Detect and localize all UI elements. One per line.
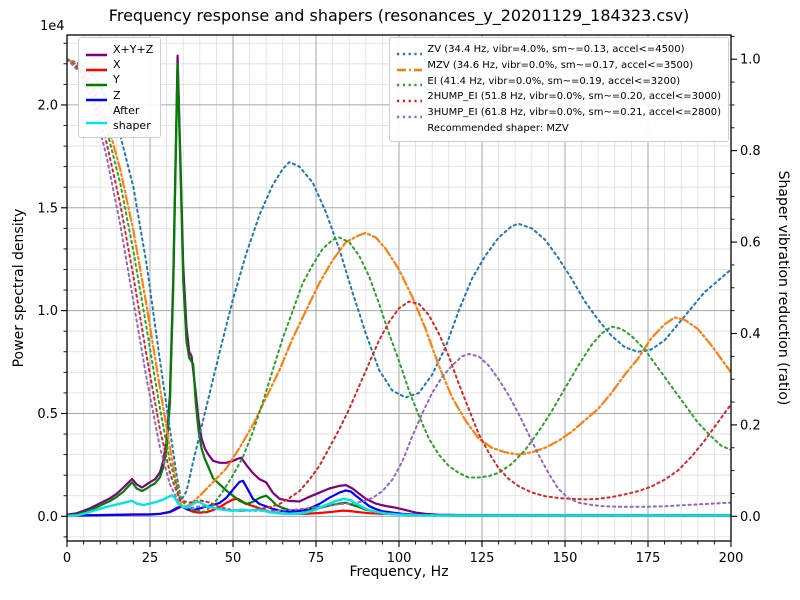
legend-label: X bbox=[113, 58, 121, 72]
legend-item-y: Y bbox=[86, 72, 153, 87]
y-axis-offset-label: 1e4 bbox=[40, 19, 65, 34]
series-2HUMP_EI bbox=[67, 58, 731, 512]
x-tick-label: 25 bbox=[142, 551, 159, 566]
left-y-axis-label: Power spectral density bbox=[11, 208, 27, 368]
left-y-tick-label: 1.5 bbox=[37, 201, 58, 216]
series-Y bbox=[67, 62, 731, 517]
psd-legend: X+Y+Z X Y Z After shaper bbox=[78, 37, 162, 139]
shaper-legend: ZV (34.4 Hz, vibr=4.0%, sm~=0.13, accel<… bbox=[389, 37, 729, 142]
xyz-line-swatch bbox=[86, 47, 107, 56]
z-line-swatch bbox=[86, 92, 107, 102]
x-tick-label: 50 bbox=[225, 551, 242, 566]
y-line-swatch bbox=[86, 77, 107, 87]
left-y-tick-label: 2.0 bbox=[37, 98, 58, 113]
legend-item-2hump-ei: 2HUMP_EI (51.8 Hz, vibr=0.0%, sm~=0.20, … bbox=[397, 89, 721, 105]
legend-label: X+Y+Z bbox=[113, 43, 154, 56]
legend-item-zv: ZV (34.4 Hz, vibr=4.0%, sm~=0.13, accel<… bbox=[397, 42, 721, 58]
x-tick-label: 100 bbox=[387, 551, 412, 566]
x-line-swatch bbox=[86, 62, 107, 71]
x-tick-label: 150 bbox=[553, 551, 578, 566]
legend-item-mzv: MZV (34.6 Hz, vibr=0.0%, sm~=0.17, accel… bbox=[397, 58, 721, 74]
series-3HUMP_EI bbox=[67, 58, 731, 512]
right-y-tick-label: 0.2 bbox=[740, 418, 761, 433]
left-y-tick-label: 1.0 bbox=[37, 304, 58, 319]
legend-item-x: X bbox=[86, 57, 153, 72]
curves bbox=[67, 54, 731, 518]
x-axis-label: Frequency, Hz bbox=[349, 564, 449, 580]
legend-label: MZV (34.6 Hz, vibr=0.0%, sm~=0.17, accel… bbox=[427, 59, 694, 71]
legend-item-xyz: X+Y+Z bbox=[86, 42, 153, 57]
right-y-tick-label: 0.6 bbox=[740, 236, 761, 251]
mzv-line-swatch bbox=[397, 63, 423, 71]
series-ZV bbox=[67, 58, 731, 502]
legend-label: Y bbox=[113, 73, 120, 87]
legend-label: EI (41.4 Hz, vibr=0.0%, sm~=0.19, accel<… bbox=[427, 75, 681, 87]
3hump-ei-line-swatch bbox=[397, 110, 423, 119]
x-tick-label: 0 bbox=[63, 551, 71, 566]
legend-label: 2HUMP_EI (51.8 Hz, vibr=0.0%, sm~=0.20, … bbox=[427, 91, 721, 103]
right-y-tick-label: 0.0 bbox=[740, 510, 761, 525]
x-tick-label: 200 bbox=[719, 551, 744, 566]
recommended-shaper-text: Recommended shaper: MZV bbox=[427, 122, 569, 134]
ei-line-swatch bbox=[397, 78, 423, 87]
legend-item-after-shaper: After shaper bbox=[86, 103, 153, 133]
x-tick-label: 175 bbox=[636, 551, 661, 566]
2hump-ei-line-swatch bbox=[397, 94, 423, 103]
left-y-tick-label: 0.0 bbox=[37, 510, 58, 525]
series-EI bbox=[67, 58, 731, 513]
tick-labels: 0 25 50 75 100 125 150 175 200 0.0 0.5 1.0 1.5 2.0 0.0… bbox=[37, 53, 760, 566]
series-Z bbox=[67, 479, 731, 517]
series-After-shaper bbox=[67, 494, 731, 518]
legend-label: 3HUMP_EI (61.8 Hz, vibr=0.0%, sm~=0.21, … bbox=[427, 107, 721, 119]
legend-label: Z bbox=[113, 88, 121, 102]
axis-ticks bbox=[61, 35, 737, 547]
legend-label: ZV (34.4 Hz, vibr=4.0%, sm~=0.13, accel<… bbox=[427, 44, 685, 55]
left-y-tick-label: 0.5 bbox=[37, 407, 58, 422]
legend-label: After shaper bbox=[113, 103, 151, 133]
zv-line-swatch bbox=[397, 47, 423, 56]
x-tick-label: 75 bbox=[308, 551, 325, 566]
series-X+Y+Z bbox=[67, 54, 731, 517]
x-tick-label: 125 bbox=[470, 551, 495, 566]
series-MZV bbox=[67, 58, 731, 509]
legend-item-3hump-ei: 3HUMP_EI (61.8 Hz, vibr=0.0%, sm~=0.21, … bbox=[397, 105, 721, 121]
chart-title: Frequency response and shapers (resonanc… bbox=[108, 6, 690, 25]
right-y-tick-label: 1.0 bbox=[740, 53, 761, 68]
right-y-tick-label: 0.8 bbox=[740, 144, 761, 159]
legend-item-recommendation: Recommended shaper: MZV bbox=[397, 121, 721, 137]
after-shaper-line-swatch bbox=[86, 115, 107, 125]
legend-item-z: Z bbox=[86, 88, 153, 103]
right-y-axis-label: Shaper vibration reduction (ratio) bbox=[775, 170, 791, 406]
empty-swatch bbox=[397, 126, 422, 132]
right-y-tick-label: 0.4 bbox=[740, 327, 761, 342]
legend-item-ei: EI (41.4 Hz, vibr=0.0%, sm~=0.19, accel<… bbox=[397, 74, 721, 90]
